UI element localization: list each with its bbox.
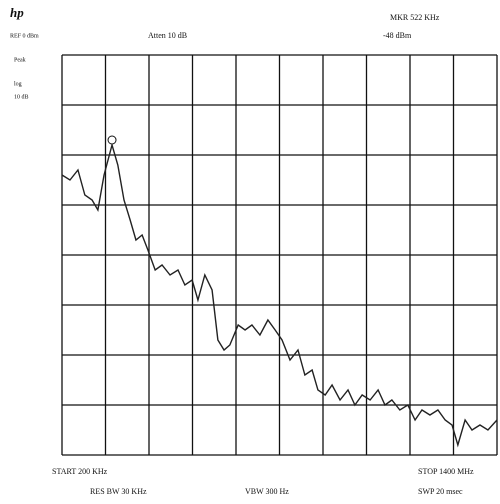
left-label: log xyxy=(14,81,22,87)
logo: hp xyxy=(10,5,24,20)
stop-freq: STOP 1400 MHz xyxy=(418,467,474,476)
left-label: Peak xyxy=(14,57,26,63)
marker-freq: MKR 522 KHz xyxy=(390,13,440,22)
start-freq: START 200 KHz xyxy=(52,467,108,476)
ref-level: REF 0 dBm xyxy=(10,33,39,39)
left-label: 10 dB xyxy=(14,94,29,100)
sweep: SWP 20 msec xyxy=(418,487,463,496)
atten: Atten 10 dB xyxy=(148,31,187,40)
marker xyxy=(107,135,117,145)
trace xyxy=(61,142,498,448)
marker-level: -48 dBm xyxy=(383,31,412,40)
res-bw: RES BW 30 KHz xyxy=(90,487,147,496)
vbw: VBW 300 Hz xyxy=(245,487,289,496)
